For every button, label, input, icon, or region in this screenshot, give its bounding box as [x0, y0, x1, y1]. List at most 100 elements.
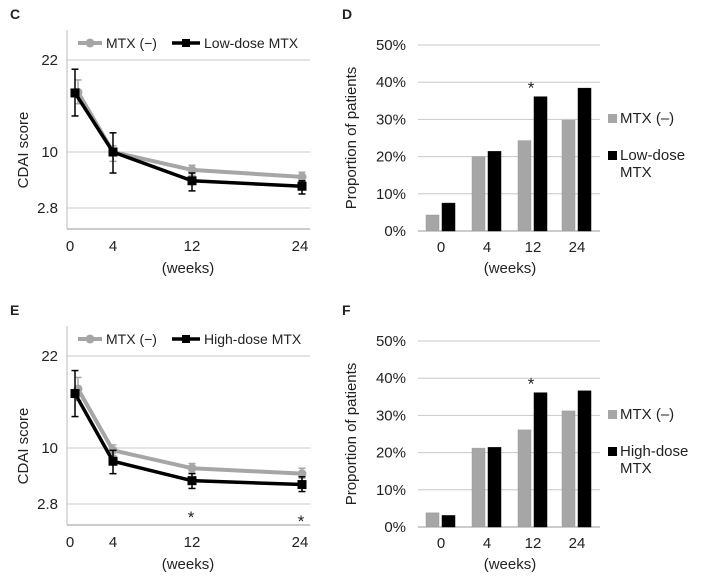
y-tick-label: 2.8	[37, 200, 58, 217]
series-line	[76, 91, 303, 179]
bar	[471, 156, 486, 232]
significance-asterisk: *	[188, 508, 195, 527]
bar	[533, 392, 548, 528]
x-axis-title: (weeks)	[162, 260, 215, 277]
data-point-square	[187, 176, 197, 186]
data-point-square	[297, 480, 307, 490]
y-tick-label: 40%	[376, 370, 406, 387]
bar	[517, 429, 532, 528]
significance-asterisk: *	[298, 512, 305, 531]
legend-marker-circle	[85, 38, 95, 48]
legend-label: MTX (−)	[106, 331, 157, 347]
data-point-circle	[297, 469, 307, 479]
x-axis-title: (weeks)	[484, 556, 537, 573]
significance-asterisk: *	[528, 79, 535, 98]
y-tick-label: 20%	[376, 149, 406, 166]
bar	[533, 96, 548, 232]
legend-marker-square	[182, 39, 190, 47]
panel-f-bar-chart: F 0% 10% 20% 30% 40% 50% 0 4 12 24 (weeks) Proportio…	[340, 296, 711, 588]
bar	[517, 140, 532, 232]
panel-c-line-chart: C 22 10 2.8 0 4 12 24 (weeks) CDAI score MTX (−) Lo…	[0, 0, 340, 297]
y-tick-label: 0%	[384, 519, 406, 536]
series-line	[73, 392, 303, 487]
data-point-square	[70, 88, 80, 98]
x-tick-label: 12	[525, 535, 542, 552]
y-tick-label: 30%	[376, 111, 406, 128]
proportion-chart-low-dose: D 0% 10% 20% 30% 40% 50% 0 4 12 24 (weeks) Proportio…	[342, 6, 685, 277]
legend-label: Low-dose MTX	[204, 35, 299, 51]
y-tick-label: 50%	[376, 333, 406, 350]
data-point-circle	[297, 172, 307, 182]
bar	[561, 410, 576, 528]
bar	[577, 87, 592, 232]
x-tick-label: 4	[109, 238, 117, 255]
y-tick-label: 2.8	[37, 496, 58, 513]
data-point-square	[297, 181, 307, 191]
cdai-chart-high-dose: E 22 10 2.8 0 4 12 24 (weeks) CDAI score MTX (−) Hi…	[10, 302, 310, 573]
legend-label: Low-dose	[620, 147, 685, 164]
panel-e-line-chart: E 22 10 2.8 0 4 12 24 (weeks) CDAI score MTX (−) Hi…	[0, 296, 340, 588]
x-tick-label: 4	[483, 535, 491, 552]
y-tick-label: 0%	[384, 223, 406, 240]
x-tick-label: 12	[525, 239, 542, 256]
x-tick-label: 0	[66, 238, 74, 255]
x-tick-label: 4	[483, 239, 491, 256]
legend-swatch	[608, 410, 617, 419]
data-point-circle	[187, 165, 197, 175]
panel-label: E	[10, 302, 19, 318]
x-tick-label: 24	[569, 535, 586, 552]
bar	[577, 390, 592, 528]
series-line	[76, 387, 303, 476]
x-tick-label: 24	[292, 238, 309, 255]
bar	[441, 202, 456, 232]
bar	[425, 214, 440, 232]
legend-swatch	[608, 151, 617, 160]
y-axis-title: Proportion of patients	[343, 363, 360, 506]
panel-label: D	[342, 6, 352, 22]
data-point-square	[187, 476, 197, 486]
legend-marker-circle	[85, 334, 95, 344]
data-point-square	[108, 456, 118, 466]
y-tick-label: 40%	[376, 74, 406, 91]
y-tick-label: 22	[41, 348, 58, 365]
legend-label: MTX (–)	[620, 406, 674, 423]
legend-label: High-dose MTX	[204, 331, 302, 347]
x-tick-label: 24	[292, 534, 309, 551]
bar	[487, 447, 502, 528]
legend-label: MTX (−)	[106, 35, 157, 51]
bar	[425, 512, 440, 528]
proportion-chart-high-dose: F 0% 10% 20% 30% 40% 50% 0 4 12 24 (weeks) Proportio…	[342, 302, 688, 573]
significance-asterisk: *	[528, 375, 535, 394]
y-tick-label: 10	[41, 144, 58, 161]
bar	[561, 119, 576, 232]
cdai-chart-low-dose: C 22 10 2.8 0 4 12 24 (weeks) CDAI score MTX (−) Lo…	[10, 6, 310, 277]
y-tick-label: 50%	[376, 37, 406, 54]
legend-label: MTX	[620, 164, 652, 181]
x-tick-label: 12	[184, 238, 201, 255]
y-tick-label: 10%	[376, 186, 406, 203]
y-tick-label: 10%	[376, 482, 406, 499]
x-tick-label: 0	[437, 535, 445, 552]
y-axis-title: Proportion of patients	[343, 67, 360, 210]
legend-swatch	[608, 447, 617, 456]
data-point-circle	[187, 463, 197, 473]
panel-label: F	[342, 302, 351, 318]
x-tick-label: 4	[109, 534, 117, 551]
legend-swatch	[608, 114, 617, 123]
y-tick-label: 20%	[376, 445, 406, 462]
x-tick-label: 0	[66, 534, 74, 551]
x-axis-title: (weeks)	[162, 556, 215, 573]
bar	[487, 151, 502, 232]
panel-d-bar-chart: D 0% 10% 20% 30% 40% 50% 0 4 12 24 (weeks) Proportio…	[340, 0, 711, 297]
y-tick-label: 10	[41, 440, 58, 457]
panel-label: C	[10, 6, 20, 22]
legend-marker-square	[182, 335, 190, 343]
x-tick-label: 0	[437, 239, 445, 256]
series-line	[73, 92, 303, 188]
x-tick-label: 24	[569, 239, 586, 256]
y-axis-title: CDAI score	[15, 408, 32, 485]
legend-label: MTX	[620, 460, 652, 477]
data-point-square	[70, 389, 80, 399]
y-tick-label: 22	[41, 52, 58, 69]
data-point-square	[108, 147, 118, 157]
